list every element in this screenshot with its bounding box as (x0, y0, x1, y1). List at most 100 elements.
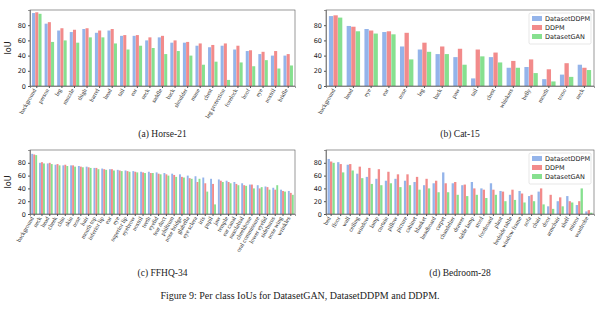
tick-mark (250, 86, 251, 88)
bar (43, 163, 45, 214)
bar (208, 47, 211, 86)
bar (529, 59, 533, 86)
legend: DatasetDDPMDDPMDatasetGAN (529, 13, 591, 44)
bar (547, 206, 549, 214)
tick: head (343, 86, 354, 100)
tick-mark (283, 214, 284, 216)
tick: ear (129, 86, 138, 97)
tick: hoof (240, 86, 251, 100)
bar (45, 24, 48, 86)
panel: 020406080backgroundneckheadcheekchinskin… (16, 150, 296, 253)
tick-mark (28, 56, 30, 57)
bar (119, 170, 121, 214)
bar (211, 45, 214, 86)
panel: 020406080backgroundheadeyeearnoselegback… (314, 10, 595, 115)
tick-mark (149, 86, 150, 88)
bar (109, 169, 111, 214)
bar (280, 190, 282, 214)
bar (390, 183, 392, 214)
tick: leg (54, 86, 63, 97)
tick-mark (324, 201, 326, 202)
bar (158, 174, 160, 214)
tick: ear (381, 86, 390, 97)
bar (171, 174, 173, 214)
tick-mark (335, 86, 336, 88)
axis-line (28, 151, 31, 215)
tick-label: ear (381, 88, 390, 97)
bar (163, 173, 165, 214)
bar (259, 188, 261, 214)
tick-label: eye (254, 87, 264, 98)
bar (581, 188, 583, 214)
bar (186, 42, 189, 86)
tick-mark (112, 86, 113, 88)
bar (204, 183, 206, 214)
tick-mark (28, 201, 30, 202)
bar (405, 33, 409, 86)
bar (483, 190, 485, 214)
bar (340, 164, 342, 214)
tick-label: person (37, 88, 50, 105)
tick-mark (350, 214, 351, 216)
tick: whiskers (498, 86, 514, 109)
tick: wrinkles (276, 214, 292, 236)
bar (274, 51, 277, 86)
bar (387, 172, 389, 214)
tick-mark (397, 214, 398, 216)
tick-label: saddle (150, 87, 163, 104)
tick-mark (512, 214, 513, 216)
bar (328, 159, 330, 214)
bar (95, 33, 98, 86)
bar (261, 187, 263, 214)
bar (452, 183, 454, 214)
tick: 60 (314, 172, 326, 180)
tick-mark (49, 86, 50, 88)
y-axis: 020406080 (314, 151, 327, 219)
bar (38, 14, 41, 86)
axis-line (324, 151, 327, 215)
tick: back (165, 86, 176, 100)
tick-label: shoulder (173, 88, 189, 109)
tick: background (16, 214, 35, 243)
y-axis-title: IoU (4, 41, 13, 54)
axis-line (324, 11, 327, 87)
tick-mark (124, 86, 125, 88)
tick: 80 (18, 159, 30, 167)
bar (221, 46, 224, 86)
bar (57, 164, 59, 214)
plot-frame (326, 150, 594, 214)
bar (552, 209, 554, 214)
legend-swatch (532, 16, 542, 21)
tick: 60 (18, 37, 30, 45)
bar (51, 42, 54, 86)
tick: 80 (314, 159, 326, 167)
tick: eye sclera (181, 214, 198, 239)
bar (271, 56, 274, 86)
bar (233, 50, 236, 86)
tick-mark (406, 86, 407, 88)
tick-mark (541, 214, 542, 216)
bar (117, 170, 119, 214)
bar (189, 56, 192, 86)
bar (380, 185, 382, 214)
bar (356, 174, 358, 214)
tick-label: ear (129, 88, 138, 97)
tick-mark (477, 86, 478, 88)
bar (351, 27, 355, 86)
tick-mark (181, 214, 182, 216)
tick-mark (28, 188, 30, 189)
bar (86, 167, 88, 214)
bar (222, 182, 224, 214)
tick-label: window frame (500, 215, 523, 248)
tick-mark (143, 214, 144, 216)
bar (164, 54, 167, 86)
tick-mark (220, 214, 221, 216)
tick: chair (531, 214, 542, 229)
bar (235, 184, 237, 214)
tick: floor (330, 214, 341, 229)
bar (101, 169, 103, 214)
bar (121, 171, 123, 214)
tick-mark (28, 214, 30, 215)
axis-line (28, 11, 31, 87)
tick-label: hoof (240, 88, 251, 101)
